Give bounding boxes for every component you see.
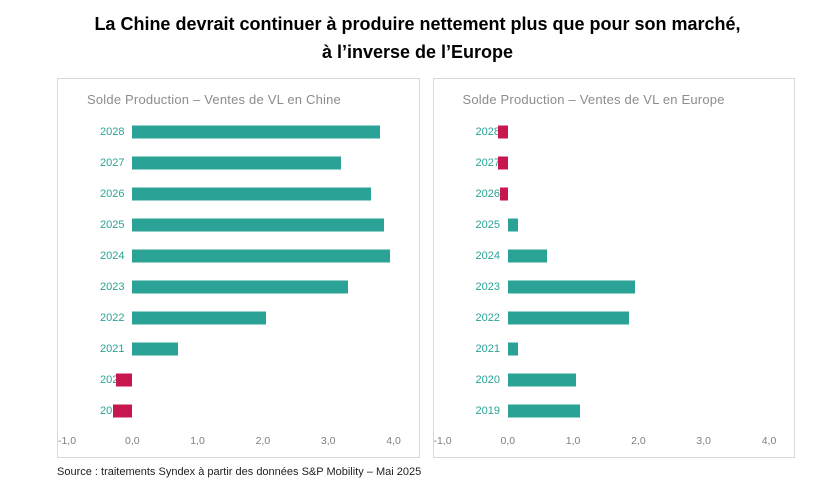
bar-row: 2023 bbox=[443, 272, 770, 303]
bar-row: 2021 bbox=[67, 334, 394, 365]
year-label: 2025 bbox=[475, 219, 500, 232]
year-label: 2028 bbox=[475, 126, 500, 139]
bar-row: 2024 bbox=[443, 241, 770, 272]
positive-bar bbox=[507, 404, 580, 418]
bar-row: 2024 bbox=[67, 241, 394, 272]
x-tick-label: -1,0 bbox=[433, 434, 452, 447]
year-label: 2026 bbox=[475, 188, 500, 201]
bar-row: 2022 bbox=[67, 303, 394, 334]
positive-bar bbox=[132, 311, 267, 325]
x-tick-label: 4,0 bbox=[386, 434, 401, 447]
bar-row: 2025 bbox=[67, 210, 394, 241]
positive-bar bbox=[132, 125, 381, 139]
page-title-line2: à l’inverse de l’Europe bbox=[321, 41, 514, 62]
source-note: Source : traitements Syndex à partir des… bbox=[57, 465, 422, 478]
positive-bar bbox=[132, 280, 348, 294]
bar-row: 2026 bbox=[443, 179, 770, 210]
europe-x-axis: -1,0 0,0 1,0 2,0 3,0 4,0 bbox=[433, 427, 776, 453]
year-label: 2023 bbox=[99, 281, 125, 294]
positive-bar bbox=[507, 342, 518, 356]
china-plot-wrap: 2028 2027 2026 2025 2024 2023 2022 2021 20202019… bbox=[58, 117, 401, 453]
year-label: 2028 bbox=[99, 126, 125, 139]
bar-row: 2023 bbox=[67, 272, 394, 303]
positive-bar bbox=[132, 156, 342, 170]
year-label: 2024 bbox=[99, 250, 125, 263]
china-chart-title: Solde Production – Ventes de VL en Chine bbox=[87, 91, 341, 107]
positive-bar bbox=[507, 373, 577, 387]
x-tick-label: 3,0 bbox=[696, 434, 711, 447]
year-label: 2021 bbox=[475, 343, 500, 356]
x-tick-label: 3,0 bbox=[320, 434, 336, 447]
year-label: 2021 bbox=[99, 343, 125, 356]
bar-row: 2022 bbox=[443, 303, 770, 334]
year-label: 2027 bbox=[475, 157, 500, 170]
bar-row: 2020 bbox=[67, 365, 394, 396]
x-tick-label: 0,0 bbox=[500, 434, 516, 447]
negative-bar bbox=[498, 156, 508, 170]
positive-bar bbox=[507, 218, 518, 232]
bar-row: 2028 bbox=[443, 117, 770, 148]
x-tick-label: 2,0 bbox=[631, 434, 646, 447]
year-label: 2022 bbox=[99, 312, 125, 325]
positive-bar bbox=[132, 187, 371, 201]
bar-row: 2027 bbox=[67, 148, 394, 179]
bar-row: 2019 bbox=[67, 396, 394, 427]
bar-row: 2026 bbox=[67, 179, 394, 210]
bar-row: 2027 bbox=[443, 148, 770, 179]
bar-row: 2019 bbox=[443, 396, 770, 427]
bar-row: 2021 bbox=[443, 334, 770, 365]
x-tick-label: 4,0 bbox=[761, 434, 777, 447]
europe-plot-wrap: 2028 2027 2026 2025 2024 2023 2022 2021 2020 2019… bbox=[433, 117, 776, 453]
negative-bar bbox=[115, 373, 133, 387]
page-title: La Chine devrait continuer à produire ne… bbox=[0, 0, 835, 67]
year-label: 2026 bbox=[99, 188, 125, 201]
positive-bar bbox=[507, 311, 629, 325]
year-label: 2019 bbox=[475, 405, 500, 418]
positive-bar bbox=[507, 249, 547, 263]
bar-row: 2028 bbox=[67, 117, 394, 148]
positive-bar bbox=[507, 280, 636, 294]
x-tick-label: -1,0 bbox=[57, 434, 77, 447]
page-title-line1: La Chine devrait continuer à produire ne… bbox=[94, 14, 741, 34]
year-label: 2022 bbox=[475, 312, 500, 325]
europe-chart-panel: Solde Production – Ventes de VL en Europ… bbox=[432, 77, 795, 458]
europe-plot-area: 2028 2027 2026 2025 2024 2023 2022 2021 2020 2019 bbox=[443, 117, 770, 427]
bar-row: 2020 bbox=[443, 365, 770, 396]
year-label: 2020 bbox=[475, 374, 500, 387]
negative-bar bbox=[112, 404, 133, 418]
positive-bar bbox=[132, 342, 178, 356]
bar-row: 2025 bbox=[443, 210, 770, 241]
year-label: 2023 bbox=[475, 281, 500, 294]
europe-chart-title: Solde Production – Ventes de VL en Europ… bbox=[462, 91, 725, 107]
x-tick-label: 0,0 bbox=[124, 434, 140, 447]
x-tick-label: 1,0 bbox=[565, 434, 581, 447]
negative-bar bbox=[499, 187, 508, 201]
year-label: 2025 bbox=[99, 219, 125, 232]
x-tick-label: 1,0 bbox=[190, 434, 205, 447]
china-chart-panel: Solde Production – Ventes de VL en Chine… bbox=[57, 77, 420, 458]
positive-bar bbox=[132, 249, 391, 263]
x-tick-label: 2,0 bbox=[255, 434, 271, 447]
charts-row: Solde Production – Ventes de VL en Chine… bbox=[57, 77, 795, 458]
negative-bar bbox=[498, 125, 508, 139]
positive-bar bbox=[132, 218, 384, 232]
year-label: 2027 bbox=[99, 157, 125, 170]
china-x-axis: -1,0 0,0 1,0 2,0 3,0 4,0 bbox=[58, 427, 401, 453]
year-label: 2024 bbox=[475, 250, 500, 263]
